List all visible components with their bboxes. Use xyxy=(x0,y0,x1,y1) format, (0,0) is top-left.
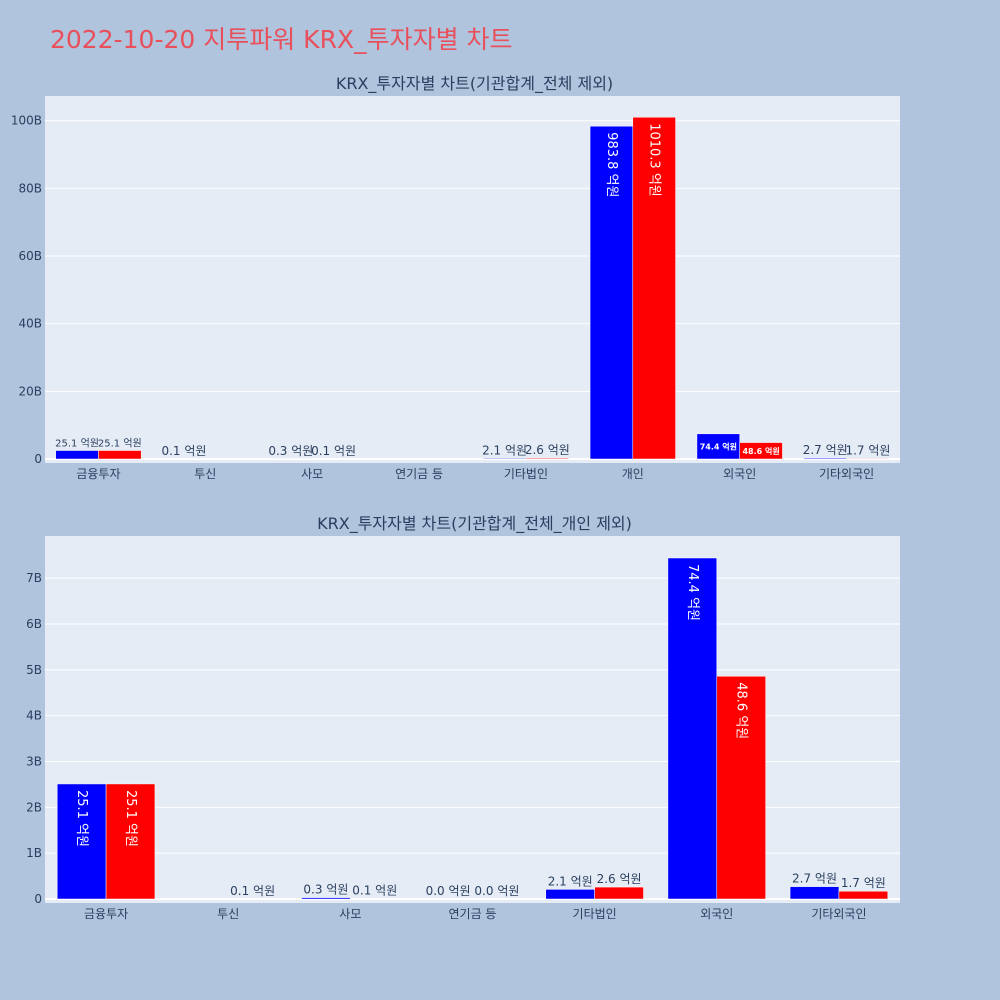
bar xyxy=(667,557,718,900)
x-tick-label: 연기금 등 xyxy=(395,467,443,481)
data-label: 983.8 억원 xyxy=(604,132,619,197)
data-label: 0.0 억원 xyxy=(426,884,471,898)
y-tick-label: 6B xyxy=(26,617,42,631)
data-label: 0.3 억원 xyxy=(268,444,313,458)
data-label: 74.4 억원 xyxy=(700,441,737,451)
data-label: 0.0 억원 xyxy=(474,884,519,898)
data-label: 48.6 억원 xyxy=(734,682,749,739)
data-label: 25.1 억원 xyxy=(55,438,99,450)
bar xyxy=(846,458,890,460)
data-label: 2.6 억원 xyxy=(597,872,642,886)
bar xyxy=(716,676,766,900)
x-tick-label: 사모 xyxy=(339,907,361,921)
bar xyxy=(589,125,634,460)
data-label: 0.1 억원 xyxy=(352,884,397,898)
plot-area xyxy=(45,96,900,463)
data-label: 0.1 억원 xyxy=(311,444,356,458)
y-tick-label: 4B xyxy=(26,709,42,723)
data-label: 0.1 억원 xyxy=(230,884,275,898)
x-tick-label: 금융투자 xyxy=(84,907,128,921)
x-tick-label: 연기금 등 xyxy=(449,907,497,921)
y-tick-label: 40B xyxy=(18,317,42,331)
data-label: 0.1 억원 xyxy=(161,444,206,458)
page-title: 2022-10-20 지투파워 KRX_투자자별 차트 xyxy=(50,25,513,54)
bar xyxy=(105,783,156,900)
x-tick-label: 투신 xyxy=(194,467,216,481)
data-label: 2.6 억원 xyxy=(525,443,570,457)
chart-no-institution-total: 0 20B 40B 60B 80B 100B KRX_투자자별 차트(기관합계_전체 제외)… xyxy=(11,74,900,481)
x-tick-label: 사모 xyxy=(301,467,323,481)
data-label: 25.1 억원 xyxy=(123,790,138,847)
data-label: 2.1 억원 xyxy=(482,443,527,457)
bar xyxy=(594,886,644,900)
data-label: 1010.3 억원 xyxy=(647,123,662,197)
bar xyxy=(803,457,847,460)
bar xyxy=(525,457,569,460)
plot-area xyxy=(45,536,900,903)
x-tick-label: 투신 xyxy=(217,907,239,921)
x-tick-label: 개인 xyxy=(622,467,644,481)
data-label: 1.7 억원 xyxy=(841,876,886,890)
y-tick-label: 5B xyxy=(26,663,42,677)
x-tick-label: 기타법인 xyxy=(573,907,617,921)
y-tick-label: 20B xyxy=(18,384,42,398)
x-tick-label: 금융투자 xyxy=(76,467,120,481)
data-label: 74.4 억원 xyxy=(685,564,700,621)
data-label: 25.1 억원 xyxy=(98,438,142,450)
bar xyxy=(632,116,676,460)
y-tick-label: 2B xyxy=(26,800,42,814)
data-label: 0.3 억원 xyxy=(303,883,348,897)
data-label: 2.1 억원 xyxy=(548,874,593,888)
bar xyxy=(838,890,889,900)
y-tick-label: 3B xyxy=(26,755,42,769)
data-label: 25.1 억원 xyxy=(74,790,89,847)
chart-no-institution-total-no-individual: 0 1B 2B 3B 4B 5B 6B 7B KRX_투자자별 차트(기관합계_전체_개인 제외… xyxy=(26,514,900,921)
y-tick-label: 0 xyxy=(34,452,42,466)
bar xyxy=(55,450,99,460)
data-label: 1.7 억원 xyxy=(845,443,890,457)
y-tick-label: 1B xyxy=(26,846,42,860)
data-label: 2.7 억원 xyxy=(803,443,848,457)
y-tick-label: 100B xyxy=(11,114,42,128)
x-tick-label: 기타외국인 xyxy=(811,907,866,921)
y-tick-label: 0 xyxy=(34,892,42,906)
x-tick-label: 외국인 xyxy=(700,907,733,921)
bar xyxy=(482,458,527,460)
bar xyxy=(545,889,595,900)
y-tick-label: 7B xyxy=(26,571,42,585)
data-label: 48.6 억원 xyxy=(742,446,779,456)
bar xyxy=(301,897,351,900)
chart-title: KRX_투자자별 차트(기관합계_전체_개인 제외) xyxy=(317,514,632,534)
data-label: 2.7 억원 xyxy=(792,872,837,886)
bar xyxy=(789,886,840,900)
bar xyxy=(98,450,142,460)
x-tick-label: 기타법인 xyxy=(504,467,548,481)
bar xyxy=(56,783,107,900)
bar xyxy=(739,442,783,460)
x-tick-label: 기타외국인 xyxy=(819,467,874,481)
chart-title: KRX_투자자별 차트(기관합계_전체 제외) xyxy=(336,74,613,94)
y-tick-label: 60B xyxy=(18,249,42,263)
y-tick-label: 80B xyxy=(18,181,42,195)
x-tick-label: 외국인 xyxy=(723,467,756,481)
